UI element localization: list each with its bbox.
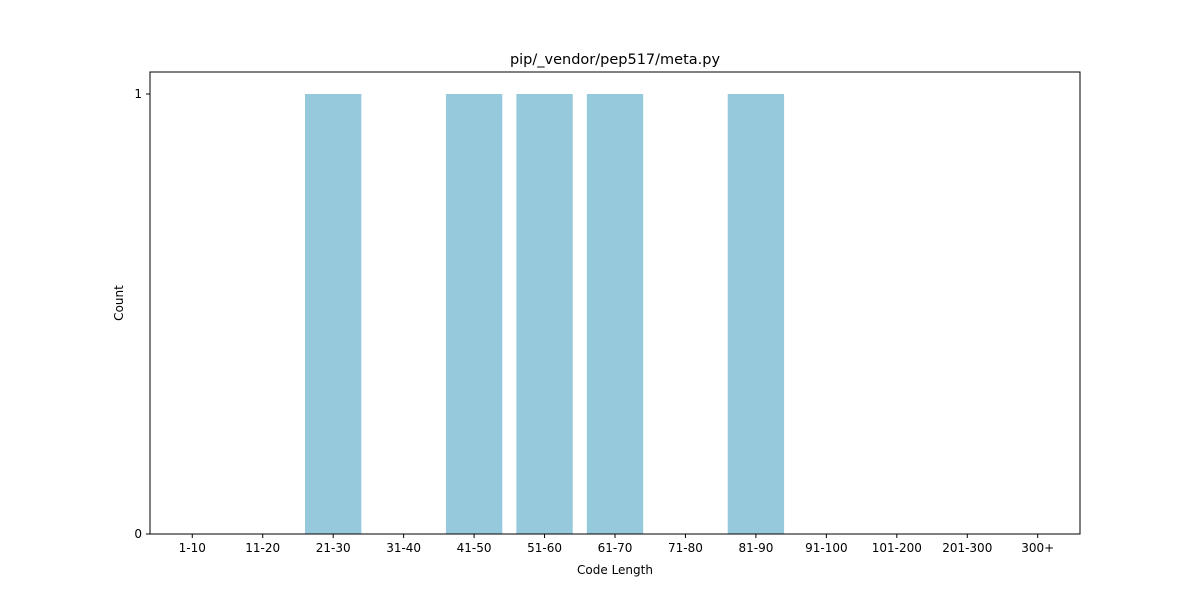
x-tick-label: 71-80 [668,541,703,555]
bar-41-50 [445,94,503,534]
x-tick-label: 81-90 [738,541,773,555]
y-axis-title: Count [112,285,126,321]
bar-21-30 [305,94,362,534]
y-tick-label: 1 [134,87,142,101]
x-tick-label: 101-200 [872,541,922,555]
y-axis: 01 [134,87,150,541]
x-axis-title: Code Length [577,563,653,577]
x-tick-label: 201-300 [942,541,992,555]
x-tick-label: 91-100 [805,541,848,555]
x-axis: 1-10 11-20 21-30 31-40 41-50 51-60 61-70 71-80 8… [179,534,1054,555]
bar-81-90 [727,94,785,534]
x-tick-label: 300+ [1021,541,1054,555]
x-tick-label: 41-50 [457,541,492,555]
x-tick-label: 1-10 [179,541,206,555]
x-tick-label: 31-40 [386,541,421,555]
y-tick-label: 0 [134,527,142,541]
bar-51-60 [516,94,573,534]
bars [305,94,785,534]
x-tick-label: 11-20 [245,541,280,555]
bar-61-70 [586,94,644,534]
x-tick-label: 61-70 [598,541,633,555]
x-tick-label: 21-30 [316,541,351,555]
chart-title: pip/_vendor/pep517/meta.py [510,52,721,68]
x-tick-label: 51-60 [527,541,562,555]
